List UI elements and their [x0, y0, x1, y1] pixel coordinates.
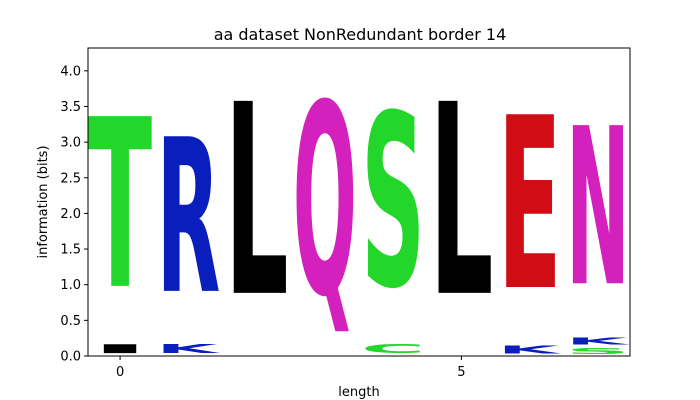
logo-letter-i: I	[88, 342, 152, 356]
logo-letter-t: T	[88, 70, 152, 341]
logo-letter-k: K	[566, 336, 631, 347]
logo-letter-q: Q	[293, 48, 357, 355]
y-tick-label: 3.5	[60, 100, 81, 115]
x-axis-label: length	[338, 385, 379, 400]
logo-letter-r: R	[156, 93, 220, 340]
logo-letter-k: K	[156, 342, 220, 356]
y-axis: 0.0 0.5 1.0 1.5 2.0 2.5 3.0 3.5 4.0	[60, 64, 88, 365]
logo-letter-k: K	[498, 344, 563, 356]
y-tick-label: 2.0	[60, 207, 81, 222]
y-tick-label: 0.5	[60, 314, 81, 329]
logo-letter-s: S	[361, 65, 425, 342]
logo-letter-s: S	[566, 347, 630, 356]
logo-letter-l: L	[429, 50, 493, 356]
logo-letter-c: C	[361, 342, 425, 356]
plot-frame	[87, 47, 631, 357]
y-tick-label: 1.5	[60, 243, 81, 258]
y-tick-label: 4.0	[60, 64, 81, 79]
x-tick-label: 0	[116, 365, 124, 380]
y-tick-label: 1.0	[60, 278, 81, 293]
logo-letter-n: N	[566, 83, 630, 335]
logo-letter-l: L	[225, 50, 289, 356]
y-tick-label: 3.0	[60, 136, 81, 151]
chart-title: aa dataset NonRedundant border 14	[214, 25, 507, 44]
x-tick-label: 5	[457, 365, 465, 380]
logo-letter-e: E	[498, 67, 562, 343]
y-axis-label: information (bits)	[36, 145, 51, 258]
y-tick-label: 2.5	[60, 171, 81, 186]
y-tick-label: 0.0	[60, 350, 81, 365]
